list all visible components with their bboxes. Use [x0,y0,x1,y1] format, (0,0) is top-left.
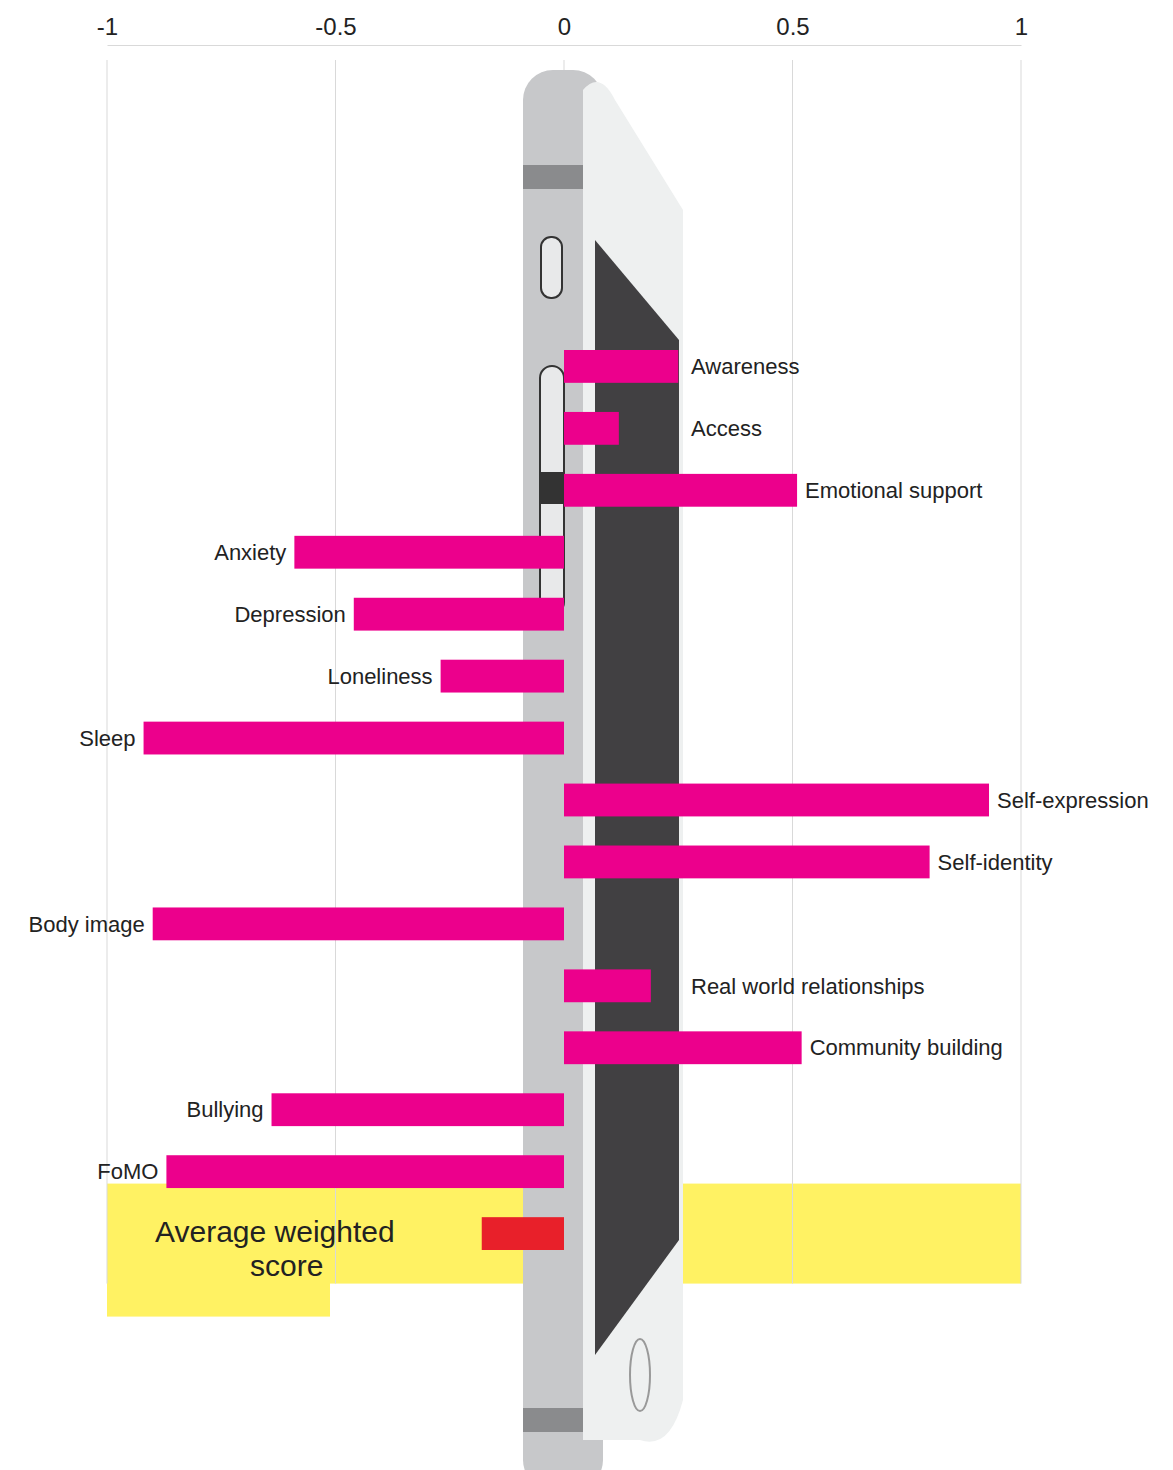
category-label: Loneliness [327,664,432,689]
phone-front [583,82,683,1442]
category-label: Sleep [79,726,135,751]
tick-label: 0.5 [776,13,809,40]
summary-label-line: Average weighted [155,1215,395,1248]
summary-label: Average weightedscore [155,1215,395,1282]
bar [166,1155,564,1188]
bar [564,412,619,445]
category-label: Access [691,416,762,441]
tick: -0.5 [315,13,356,45]
category-label: Anxiety [214,540,286,565]
tick: 0 [558,13,571,45]
axis-line [108,45,1022,46]
tick-label: -1 [97,13,118,40]
bar [564,1031,802,1064]
category-labels: Awareness Access Emotional support Anxiety D… [29,354,1149,1184]
bar [272,1093,564,1126]
bar [482,1217,564,1250]
tick: 1 [1015,13,1028,45]
grid-line [1021,60,1022,1284]
bar [144,722,564,755]
bar [354,598,564,631]
category-label: Real world relationships [691,974,925,999]
category-label: Bullying [186,1097,263,1122]
tick-label: 0 [558,13,571,40]
tick-label: -0.5 [315,13,356,40]
category-label: Awareness [691,354,799,379]
category-label: Self-identity [938,850,1053,875]
bar [441,660,564,693]
category-label: Self-expression [997,788,1149,813]
phone-volume-gap [541,472,563,504]
tick: 0.5 [776,13,809,45]
phone-home-button [630,1339,650,1411]
category-label: Emotional support [805,478,982,503]
summary-label-line: score [250,1249,323,1282]
tick: -1 [97,13,118,45]
bars [144,350,989,1250]
grid-line [107,60,108,1284]
phone-volume [540,366,564,614]
bar [564,846,930,879]
bar [564,474,797,507]
tick-label: 1 [1015,13,1028,40]
phone-switch [541,237,562,298]
phone-illustration [523,70,683,1470]
bar [294,536,564,569]
category-label: Body image [29,912,145,937]
bar [564,969,651,1002]
category-label: Community building [810,1035,1003,1060]
bar [153,907,564,940]
category-label: FoMO [97,1159,158,1184]
chart: -1 -0.5 0 0.5 1 Awareness Access Emotional supp… [0,0,1173,1470]
bar [564,784,989,817]
grid-line [792,60,793,1284]
bar [564,350,678,383]
summary-label-box [107,1282,330,1317]
category-label: Depression [234,602,345,627]
x-axis: -1 -0.5 0 0.5 1 [97,13,1028,46]
